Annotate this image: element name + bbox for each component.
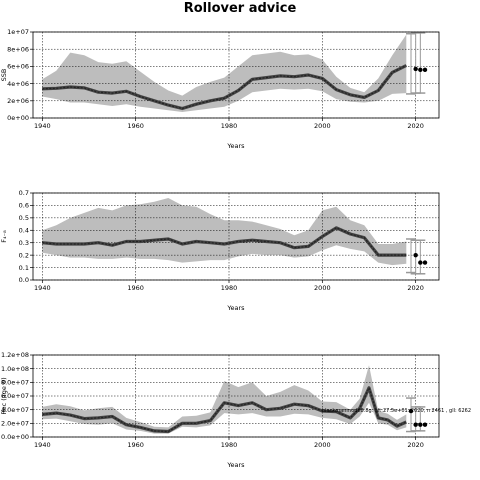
y-tick-label: 0.7 xyxy=(19,189,29,197)
y-tick-label: 1.0e+08 xyxy=(1,365,29,373)
chart-title: Rollover advice xyxy=(184,1,297,16)
confidence-band xyxy=(42,365,407,434)
y-tick-label: 8.0e+07 xyxy=(1,379,29,387)
advice-point xyxy=(413,252,418,258)
estimate-line-dash xyxy=(42,386,407,433)
y-tick-label: 1e+07 xyxy=(7,28,29,36)
advice-point xyxy=(422,422,428,427)
y-tick-label: 0.1 xyxy=(19,264,29,272)
y-tick-label: 1.2e+08 xyxy=(1,351,29,359)
advice-point xyxy=(418,67,423,73)
x-axis-label: Years xyxy=(226,142,245,150)
confidence-band xyxy=(42,34,407,112)
y-tick-label: 2.0e+07 xyxy=(1,420,29,428)
plot-frame xyxy=(32,31,440,119)
x-axis-label: Years xyxy=(226,461,245,469)
y-tick-label: 0.6 xyxy=(19,202,29,210)
x-tick-label: 1940 xyxy=(34,122,51,130)
y-tick-label: 6e+06 xyxy=(7,63,29,71)
x-axis-label: Years xyxy=(226,304,245,312)
advice-point xyxy=(418,260,423,265)
y-tick-label: 8e+06 xyxy=(7,45,29,53)
y-tick-label: 0.2 xyxy=(19,251,29,259)
y-tick-label: 6.0e+07 xyxy=(1,392,29,400)
fit-annotation: blackmanmode8.8g. alt:27.5e+01. 2020, n … xyxy=(322,408,471,414)
x-tick-label: 1940 xyxy=(34,441,51,449)
chart-panel-3: 1940 1960 1980 2000 2020 0.0e+00 2.0e+07 4.0e+0… xyxy=(0,351,471,469)
y-tick-label: 2e+06 xyxy=(7,97,29,105)
x-tick-label: 1960 xyxy=(127,122,144,130)
y-tick-label: 0e+00 xyxy=(7,114,29,122)
y-axis-label: SSB xyxy=(0,69,8,82)
y-tick-label: 4.0e+07 xyxy=(1,406,29,414)
x-tick-label: 1980 xyxy=(221,284,238,292)
estimate-line-dash xyxy=(42,227,407,256)
plot-frame xyxy=(32,192,440,281)
advice-point xyxy=(408,408,414,414)
advice-point xyxy=(418,422,423,427)
chart-panel-2: 1940 1960 1980 2000 2020 0.0 0.1 0.2 0.3 0.4 0.5 0.… xyxy=(0,189,440,312)
x-tick-label: 1980 xyxy=(221,441,238,449)
x-tick-label: 1960 xyxy=(127,284,144,292)
advice-point xyxy=(422,67,428,73)
x-tick-label: 1960 xyxy=(127,441,144,449)
x-tick-label: 1980 xyxy=(221,122,238,130)
x-tick-label: 1940 xyxy=(34,284,51,292)
x-tick-label: 2000 xyxy=(314,441,331,449)
advice-point xyxy=(422,260,428,265)
advice-point xyxy=(413,422,418,427)
y-tick-label: 0.0 xyxy=(19,276,29,284)
x-tick-label: 2020 xyxy=(407,284,424,292)
estimate-line-dash xyxy=(42,64,407,110)
x-tick-label: 2000 xyxy=(314,284,331,292)
y-tick-label: 0.4 xyxy=(19,226,29,234)
y-tick-label: 0.5 xyxy=(19,214,29,222)
advice-point xyxy=(413,66,418,72)
y-axis-label: Rec (age 0) xyxy=(0,377,8,414)
confidence-band xyxy=(42,198,407,266)
y-axis-label: F₄₋₈ xyxy=(0,230,8,243)
y-tick-label: 0.0e+00 xyxy=(1,433,29,441)
x-tick-label: 2020 xyxy=(407,441,424,449)
x-tick-label: 2020 xyxy=(407,122,424,130)
y-tick-label: 0.3 xyxy=(19,239,29,247)
y-tick-label: 4e+06 xyxy=(7,80,29,88)
x-tick-label: 2000 xyxy=(314,122,331,130)
chart-panel-1: 1940 1960 1980 2000 2020 0e+00 2e+06 4e+06 6e+06… xyxy=(0,28,440,150)
